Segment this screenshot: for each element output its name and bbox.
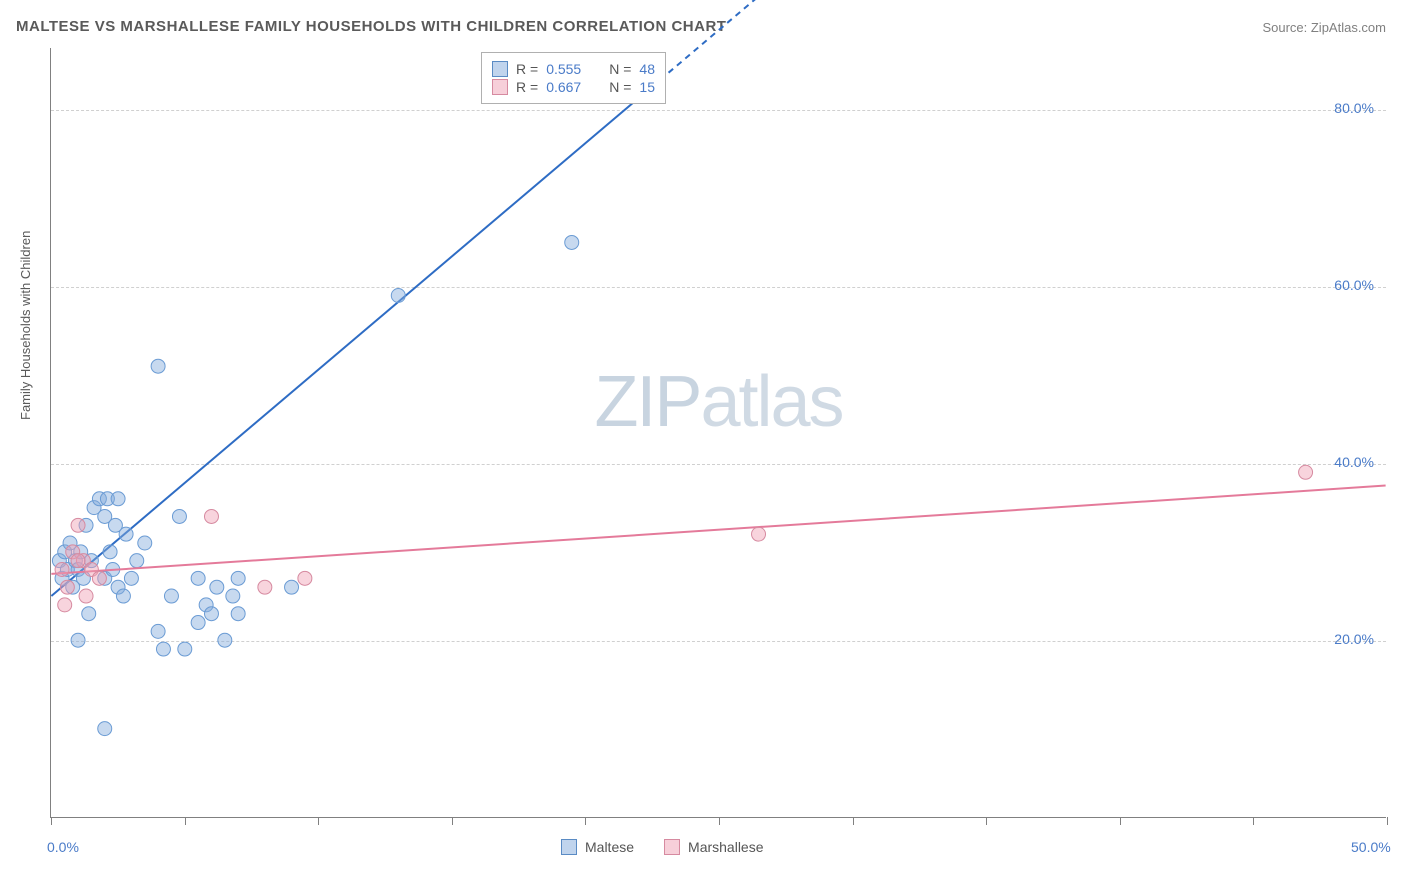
data-point	[204, 607, 218, 621]
chart-title: MALTESE VS MARSHALLESE FAMILY HOUSEHOLDS…	[16, 18, 726, 35]
data-point	[71, 554, 85, 568]
stats-row-maltese: R = 0.555 N = 48	[492, 61, 655, 77]
swatch-marshallese-icon	[492, 79, 508, 95]
data-point	[124, 571, 138, 585]
data-point	[151, 359, 165, 373]
data-point	[565, 235, 579, 249]
data-point	[55, 563, 69, 577]
y-tick-label: 60.0%	[1334, 277, 1374, 293]
x-tick	[1120, 817, 1121, 825]
data-point	[164, 589, 178, 603]
data-point	[226, 589, 240, 603]
r-label: R =	[516, 79, 538, 95]
data-point	[79, 589, 93, 603]
x-tick	[318, 817, 319, 825]
data-point	[119, 527, 133, 541]
legend-item-maltese: Maltese	[561, 839, 634, 855]
data-point	[231, 607, 245, 621]
data-point	[116, 589, 130, 603]
data-point	[178, 642, 192, 656]
x-tick	[585, 817, 586, 825]
stats-row-marshallese: R = 0.667 N = 15	[492, 79, 655, 95]
swatch-maltese-icon	[492, 61, 508, 77]
data-point	[258, 580, 272, 594]
swatch-maltese-icon	[561, 839, 577, 855]
source-link[interactable]: ZipAtlas.com	[1311, 20, 1386, 35]
plot-svg	[51, 48, 1386, 817]
data-point	[172, 509, 186, 523]
data-point	[92, 571, 106, 585]
data-point	[71, 633, 85, 647]
y-tick-label: 20.0%	[1334, 631, 1374, 647]
data-point	[391, 289, 405, 303]
data-point	[231, 571, 245, 585]
data-point	[58, 598, 72, 612]
data-point	[210, 580, 224, 594]
n-value-maltese: 48	[639, 61, 655, 77]
data-point	[156, 642, 170, 656]
x-tick-label: 0.0%	[47, 839, 79, 855]
data-point	[752, 527, 766, 541]
data-point	[151, 624, 165, 638]
legend-label-maltese: Maltese	[585, 839, 634, 855]
data-point	[298, 571, 312, 585]
x-tick	[1387, 817, 1388, 825]
n-label: N =	[609, 79, 631, 95]
x-tick	[853, 817, 854, 825]
plot-area: ZIPatlas R = 0.555 N = 48 R = 0.667 N = …	[50, 48, 1386, 818]
r-value-marshallese: 0.667	[546, 79, 581, 95]
x-tick	[1253, 817, 1254, 825]
legend-item-marshallese: Marshallese	[664, 839, 763, 855]
data-point	[111, 492, 125, 506]
x-tick	[986, 817, 987, 825]
data-point	[82, 607, 96, 621]
data-point	[285, 580, 299, 594]
data-point	[218, 633, 232, 647]
data-point	[98, 722, 112, 736]
n-value-marshallese: 15	[639, 79, 655, 95]
data-point	[103, 545, 117, 559]
data-point	[71, 518, 85, 532]
y-axis-title: Family Households with Children	[18, 231, 33, 420]
stats-box: R = 0.555 N = 48 R = 0.667 N = 15	[481, 52, 666, 104]
data-point	[130, 554, 144, 568]
data-point	[138, 536, 152, 550]
data-point	[1299, 465, 1313, 479]
x-tick	[51, 817, 52, 825]
data-point	[204, 509, 218, 523]
data-point	[191, 616, 205, 630]
x-tick	[452, 817, 453, 825]
data-point	[191, 571, 205, 585]
source-label: Source:	[1262, 20, 1310, 35]
swatch-marshallese-icon	[664, 839, 680, 855]
source-credit: Source: ZipAtlas.com	[1262, 20, 1386, 35]
y-tick-label: 80.0%	[1334, 100, 1374, 116]
x-tick	[719, 817, 720, 825]
legend-label-marshallese: Marshallese	[688, 839, 763, 855]
r-label: R =	[516, 61, 538, 77]
r-value-maltese: 0.555	[546, 61, 581, 77]
n-label: N =	[609, 61, 631, 77]
data-point	[60, 580, 74, 594]
x-tick	[185, 817, 186, 825]
legend: Maltese Marshallese	[561, 839, 764, 855]
y-tick-label: 40.0%	[1334, 454, 1374, 470]
x-tick-label: 50.0%	[1351, 839, 1391, 855]
